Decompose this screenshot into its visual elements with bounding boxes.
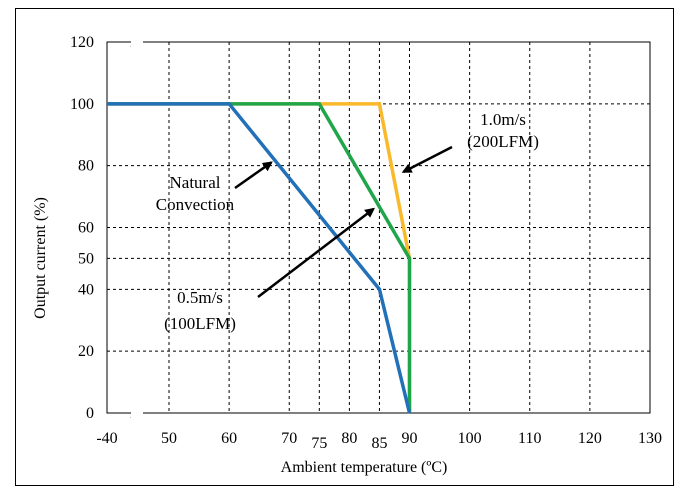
annotation-label: Convection (156, 195, 235, 214)
annotation-arrow (401, 145, 453, 173)
x-tick-label: 50 (161, 430, 177, 447)
annotation-label: 0.5m/s (177, 288, 223, 307)
series-lines (107, 102, 412, 414)
x-tick-label: 75 (311, 435, 327, 452)
y-tick-label: 120 (70, 34, 94, 51)
annotation-label: (100LFM) (164, 314, 236, 333)
annotation-label: Natural (170, 173, 221, 192)
x-tick-label: -40 (96, 430, 117, 447)
x-tick-label: 130 (638, 430, 662, 447)
y-tick-label: 50 (78, 250, 94, 267)
y-tick-label: 20 (78, 343, 94, 360)
annotation-label: (200LFM) (467, 132, 539, 151)
x-tick-label: 70 (281, 430, 297, 447)
y-axis-label: Output current (%) (32, 197, 49, 319)
axis-break-gap (131, 36, 143, 48)
plot-area-border (106, 41, 651, 414)
x-tick-label: 110 (518, 430, 541, 447)
annotation-arrow (257, 207, 376, 298)
x-tick-label: 90 (402, 430, 418, 447)
grid (107, 41, 651, 413)
annotations: Natural Convection 0.5m/s (100LFM) 1.0m/s (20… (156, 110, 539, 333)
tick-labels: 0 20 40 50 60 80 100 120 -40 50 60 70 75 80 85 90 100 110… (70, 34, 662, 452)
x-tick-label: 60 (221, 430, 237, 447)
y-tick-label: 40 (78, 281, 94, 298)
y-tick-label: 0 (86, 405, 94, 422)
axis-break-gap (131, 407, 143, 419)
y-tick-label: 100 (70, 96, 94, 113)
x-tick-label: 100 (458, 430, 482, 447)
x-tick-label: 85 (371, 435, 387, 452)
y-tick-label: 80 (78, 158, 94, 175)
annotation-arrow (234, 161, 273, 190)
x-tick-label: 80 (341, 430, 357, 447)
series-line (107, 102, 412, 414)
annotation-label: 1.0m/s (480, 110, 526, 129)
x-axis-label: Ambient temperature (ºC) (281, 459, 448, 476)
y-tick-label: 60 (78, 220, 94, 237)
x-tick-label: 120 (578, 430, 602, 447)
